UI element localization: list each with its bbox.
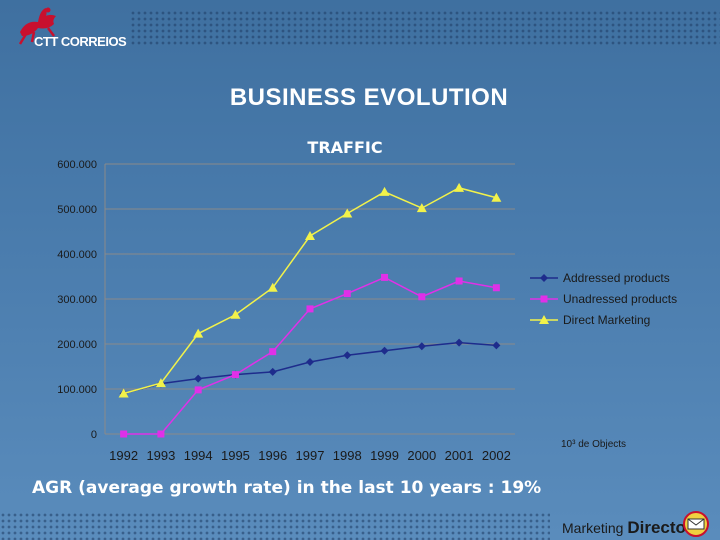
data-point-2 xyxy=(193,328,204,338)
data-point-2 xyxy=(342,208,353,218)
x-tick-label: 1997 xyxy=(296,448,325,463)
data-point-1 xyxy=(231,371,239,379)
data-point-1 xyxy=(269,348,277,356)
legend-marker-1 xyxy=(540,295,548,303)
data-point-0 xyxy=(268,367,277,376)
brand-directo: Directo xyxy=(627,518,686,537)
y-tick-label: 200.000 xyxy=(57,339,97,351)
x-tick-label: 2002 xyxy=(482,448,511,463)
data-point-1 xyxy=(381,273,389,281)
data-point-1 xyxy=(306,305,314,313)
data-point-1 xyxy=(157,430,165,438)
data-point-1 xyxy=(194,386,202,394)
legend-marker-2 xyxy=(539,315,549,324)
legend-label-2: Direct Marketing xyxy=(563,313,650,327)
series-line-0 xyxy=(123,341,497,395)
data-point-2 xyxy=(416,203,427,213)
brand-marketing: Marketing xyxy=(562,520,628,536)
legend-label-1: Unadressed products xyxy=(563,292,677,306)
data-point-1 xyxy=(418,293,426,301)
data-point-2 xyxy=(267,282,278,292)
data-point-2 xyxy=(230,309,241,319)
data-point-1 xyxy=(455,277,463,285)
horse-rider-icon xyxy=(18,7,56,45)
data-point-0 xyxy=(455,338,464,347)
data-point-0 xyxy=(380,346,389,355)
envelope-badge-icon xyxy=(683,511,709,537)
data-point-2 xyxy=(155,378,166,388)
legend-label-0: Addressed products xyxy=(563,271,670,285)
data-point-0 xyxy=(194,374,203,383)
logo-text-correios: CORREIOS xyxy=(60,34,127,49)
x-tick-label: 1993 xyxy=(146,448,175,463)
x-tick-label: 2000 xyxy=(407,448,436,463)
logo-text-ctt: CTT xyxy=(34,34,61,49)
data-point-0 xyxy=(306,358,314,366)
x-tick-label: 1994 xyxy=(184,448,213,463)
y-tick-label: 0 xyxy=(91,429,97,441)
data-point-2 xyxy=(305,231,315,240)
legend-marker-0 xyxy=(540,274,548,282)
x-tick-label: 2001 xyxy=(445,448,474,463)
dot-pattern-top xyxy=(130,10,720,46)
y-tick-label: 300.000 xyxy=(57,294,97,306)
dot-pattern-bottom xyxy=(0,512,550,540)
marketing-directo-brand: Marketing Directo xyxy=(562,518,686,538)
x-tick-label: 1992 xyxy=(109,448,138,463)
logo-text: CTT CORREIOS xyxy=(34,34,127,49)
series-line-1 xyxy=(123,276,497,435)
data-point-1 xyxy=(492,284,500,292)
unit-note: 10³ de Objects xyxy=(561,439,626,450)
data-point-2 xyxy=(454,182,465,192)
x-tick-label: 1999 xyxy=(370,448,399,463)
data-point-0 xyxy=(417,342,426,351)
data-point-1 xyxy=(120,430,128,438)
y-tick-label: 400.000 xyxy=(57,249,97,261)
data-point-0 xyxy=(343,351,352,360)
y-tick-label: 500.000 xyxy=(57,204,97,216)
slide-title: BUSINESS EVOLUTION xyxy=(229,84,509,111)
data-point-2 xyxy=(118,388,129,398)
x-tick-label: 1995 xyxy=(221,448,250,463)
x-tick-label: 1998 xyxy=(333,448,362,463)
agr-statement: AGR (average growth rate) in the last 10… xyxy=(32,478,542,498)
y-tick-label: 100.000 xyxy=(57,384,97,396)
data-point-2 xyxy=(491,192,502,202)
y-tick-label: 600.000 xyxy=(57,159,97,171)
data-point-2 xyxy=(379,186,390,196)
chart-title: TRAFFIC xyxy=(307,138,382,157)
x-tick-label: 1996 xyxy=(258,448,287,463)
data-point-1 xyxy=(343,290,351,298)
data-point-0 xyxy=(492,341,501,350)
